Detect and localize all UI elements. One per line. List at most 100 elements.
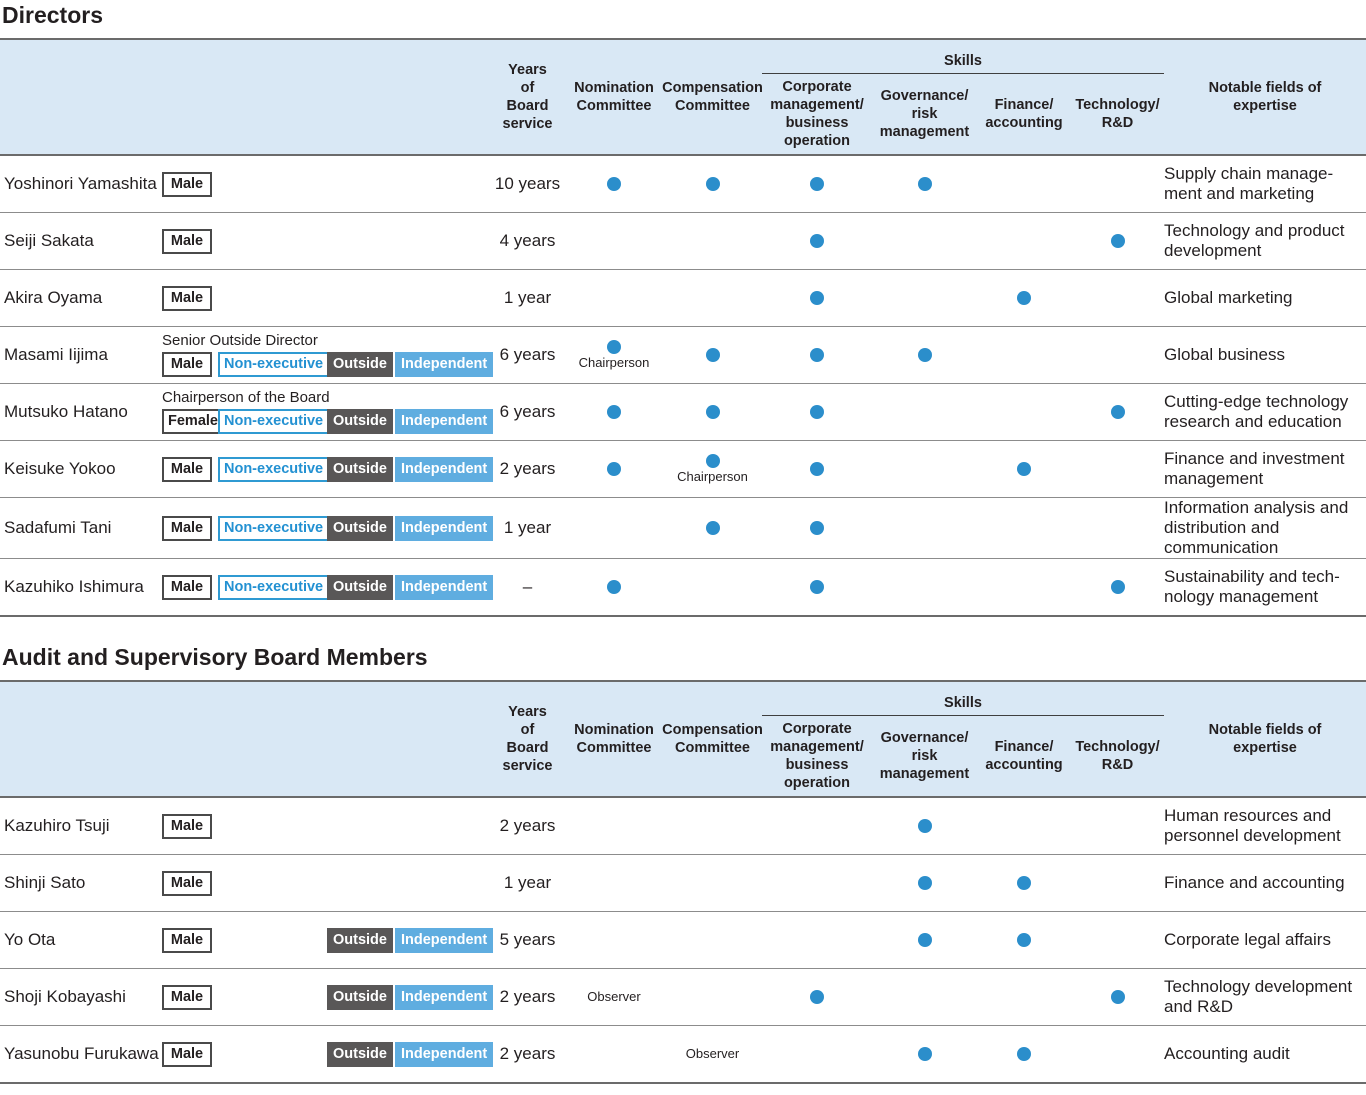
years-of-service: 6 years bbox=[499, 402, 556, 421]
skill-cell-finance-accounting bbox=[977, 1026, 1071, 1082]
skill-dot bbox=[917, 348, 932, 362]
compensation-committee-cell bbox=[663, 798, 762, 854]
nomination-committee-cell bbox=[565, 384, 663, 440]
skill-dot bbox=[1110, 990, 1125, 1004]
skill-dot bbox=[917, 876, 932, 890]
member-badges: Male bbox=[162, 798, 490, 854]
skill-dot bbox=[917, 1047, 932, 1061]
skill-cell-governance-risk bbox=[872, 213, 977, 269]
skill-dot bbox=[810, 348, 824, 362]
skill-cell-technology-rd bbox=[1071, 798, 1164, 854]
compensation-committee-cell: Observer bbox=[663, 1026, 762, 1082]
member-name: Yoshinori Yamashita bbox=[4, 174, 157, 193]
independent-badge: Independent bbox=[395, 409, 494, 434]
gender-badge: Male bbox=[162, 456, 212, 482]
col-header-expertise: Notable fields of expertise bbox=[1208, 80, 1322, 114]
skill-cell-technology-rd bbox=[1071, 270, 1164, 326]
member-name: Kazuhiko Ishimura bbox=[4, 577, 144, 596]
skill-dot bbox=[1110, 405, 1125, 419]
outside-badge: Outside bbox=[327, 515, 393, 541]
gender-badge: Male bbox=[162, 813, 212, 839]
years-of-service: 2 years bbox=[499, 459, 556, 478]
compensation-committee-cell bbox=[663, 327, 762, 383]
member-name: Seiji Sakata bbox=[4, 231, 94, 250]
years-of-service: 4 years bbox=[499, 231, 556, 250]
compensation-committee-cell bbox=[663, 969, 762, 1025]
gender-badge: Male bbox=[162, 1041, 212, 1067]
skills-column-group: Skills Corporate management/ business op… bbox=[762, 40, 1164, 154]
table-row: Sadafumi Tani Male Non-executive Outside Ind… bbox=[0, 497, 1366, 558]
skill-cell-governance-risk bbox=[872, 912, 977, 968]
nomination-committee-cell bbox=[565, 559, 663, 615]
skills-column-group: Skills Corporate management/ business op… bbox=[762, 682, 1164, 796]
table-row: Kazuhiko Ishimura Male Non-executive Outsid… bbox=[0, 558, 1366, 615]
compensation-committee-cell bbox=[663, 270, 762, 326]
skill-cell-technology-rd bbox=[1071, 559, 1164, 615]
skill-dot bbox=[1017, 1047, 1031, 1061]
independent-badge: Independent bbox=[395, 927, 494, 953]
member-badges: Male Outside Independent bbox=[162, 1026, 494, 1082]
table-row: Keisuke Yokoo Male Non-executive Outside Ind… bbox=[0, 440, 1366, 497]
nomination-committee-cell bbox=[565, 912, 663, 968]
years-of-service: 1 year bbox=[503, 288, 552, 307]
skill-cell-corporate-management bbox=[762, 498, 872, 558]
expertise: Global business bbox=[1164, 345, 1285, 364]
member-badges: Male bbox=[162, 855, 490, 911]
years-of-service: 1 year bbox=[503, 518, 552, 537]
skill-dot bbox=[810, 234, 824, 248]
nomination-committee-cell bbox=[565, 855, 663, 911]
col-header-governance-risk: Governance/ risk management bbox=[879, 88, 970, 140]
table-header: Years of Board service Nomination Commit… bbox=[0, 38, 1366, 156]
nomination-committee-cell bbox=[565, 213, 663, 269]
skill-cell-governance-risk bbox=[872, 441, 977, 497]
committee-dot bbox=[607, 580, 621, 594]
skill-dot bbox=[1110, 234, 1125, 248]
table-row: Yasunobu Furukawa Male Outside Independent 2… bbox=[0, 1025, 1366, 1082]
skill-cell-governance-risk bbox=[872, 1026, 977, 1082]
outside-badge: Outside bbox=[327, 927, 393, 953]
compensation-committee-cell bbox=[663, 855, 762, 911]
independent-badge: Independent bbox=[395, 1041, 494, 1067]
table-row: Masami Iijima Senior Outside Director Male… bbox=[0, 326, 1366, 383]
member-name: Shinji Sato bbox=[4, 873, 86, 892]
skill-cell-technology-rd bbox=[1071, 855, 1164, 911]
expertise: Supply chain manage- ment and marketing bbox=[1164, 164, 1334, 203]
years-of-service: 5 years bbox=[499, 930, 556, 949]
badge-strip: Male bbox=[162, 285, 490, 311]
committee-role-label: Observer bbox=[685, 1046, 740, 1061]
directors-table: Years of Board service Nomination Commit… bbox=[0, 38, 1366, 617]
member-title-label: Senior Outside Director bbox=[162, 332, 318, 349]
compensation-committee-cell: Chairperson bbox=[663, 441, 762, 497]
skill-cell-governance-risk bbox=[872, 156, 977, 212]
skill-cell-governance-risk bbox=[872, 559, 977, 615]
skill-dot bbox=[1017, 462, 1031, 476]
committee-dot bbox=[705, 177, 720, 191]
committee-dot bbox=[607, 405, 621, 419]
committee-role-label: Chairperson bbox=[677, 469, 748, 484]
col-header-finance-accounting: Finance/ accounting bbox=[985, 97, 1063, 131]
compensation-committee-cell bbox=[663, 559, 762, 615]
expertise: Finance and accounting bbox=[1164, 873, 1345, 892]
skill-dot bbox=[810, 521, 824, 535]
skill-cell-finance-accounting bbox=[977, 559, 1071, 615]
col-header-skills: Skills bbox=[762, 49, 1164, 74]
skill-cell-technology-rd bbox=[1071, 384, 1164, 440]
skill-cell-corporate-management bbox=[762, 559, 872, 615]
member-badges: Chairperson of the Board Female Non-execut… bbox=[162, 384, 494, 440]
member-badges: Male Non-executive Outside Independent bbox=[162, 441, 494, 497]
skill-cell-technology-rd bbox=[1071, 327, 1164, 383]
badge-strip: Male Outside Independent bbox=[162, 984, 494, 1010]
expertise: Finance and investment management bbox=[1164, 449, 1345, 488]
skill-cell-corporate-management bbox=[762, 855, 872, 911]
member-name: Yasunobu Furukawa bbox=[4, 1044, 159, 1063]
col-header-corporate-management: Corporate management/ business operation bbox=[770, 721, 864, 791]
gender-badge: Male bbox=[162, 984, 212, 1010]
expertise: Sustainability and tech- nology manageme… bbox=[1164, 567, 1340, 606]
member-name: Keisuke Yokoo bbox=[4, 459, 116, 478]
directors-rows: Yoshinori Yamashita Male 10 years Supply ch… bbox=[0, 156, 1366, 617]
nomination-committee-cell bbox=[565, 270, 663, 326]
committee-dot bbox=[607, 462, 621, 476]
skill-dot bbox=[917, 933, 932, 947]
years-of-service: 2 years bbox=[499, 816, 556, 835]
